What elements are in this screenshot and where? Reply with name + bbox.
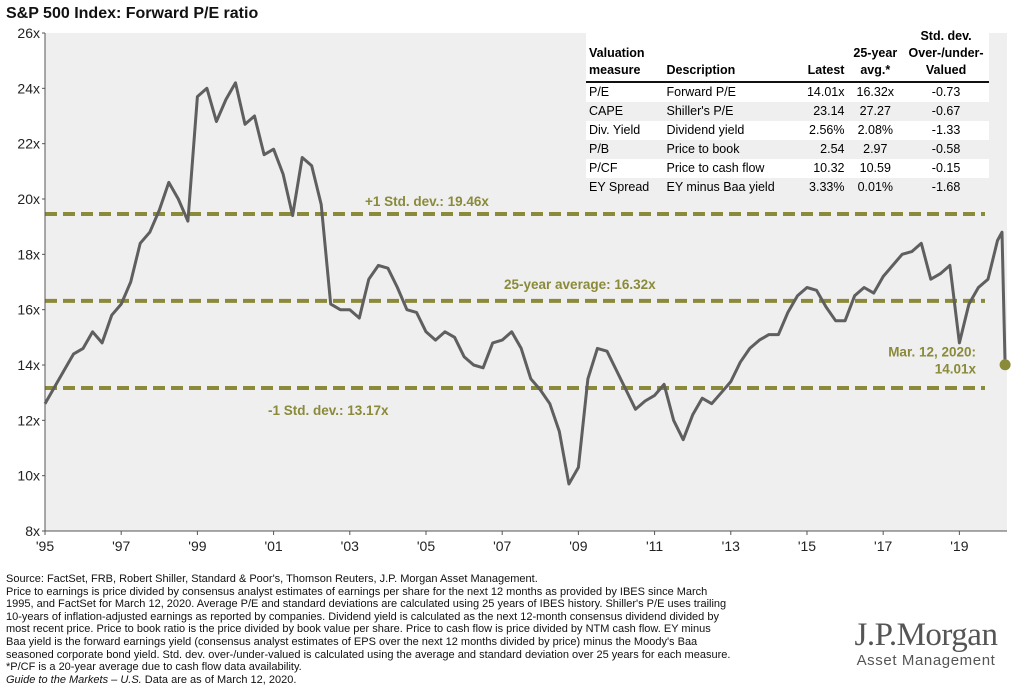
reference-line-label: -1 Std. dev.: 13.17x (268, 403, 389, 418)
table-cell-latest: 23.14 (786, 102, 848, 121)
table-cell-std: -0.58 (903, 140, 989, 159)
y-tick-label: 16x (17, 302, 40, 318)
table-cell-description: Dividend yield (663, 121, 787, 140)
x-tick-label: '11 (646, 538, 663, 554)
table-cell-avg: 10.59 (847, 159, 904, 178)
logo-wordmark: J.P.Morgan (854, 617, 998, 653)
y-tick-label: 20x (17, 191, 40, 207)
jpmorgan-logo: J.P.Morgan Asset Management (846, 618, 1006, 669)
footnotes: Source: FactSet, FRB, Robert Shiller, St… (6, 573, 826, 686)
annotation-value: 14.01x (935, 362, 977, 377)
table-cell-description: Price to cash flow (663, 159, 787, 178)
x-tick-label: '95 (36, 538, 54, 554)
y-tick-label: 22x (17, 136, 40, 152)
y-tick-label: 12x (17, 412, 40, 428)
series-line (43, 81, 1007, 486)
footnote-line: most recent price. Price to book ratio i… (6, 623, 711, 636)
footnote-line: Source: FactSet, FRB, Robert Shiller, St… (6, 573, 538, 585)
x-tick-label: '01 (264, 538, 282, 554)
annotation: Mar. 12, 2020: 14.01x (888, 345, 1011, 377)
reference-line-label: 25-year average: 16.32x (504, 277, 656, 292)
col-header-std: Std. dev. Over-/under- Valued (903, 28, 989, 83)
reference-lines: +1 Std. dev.: 19.46x 25-year average: 16.… (45, 194, 985, 418)
table-cell-measure: CAPE (586, 102, 664, 121)
table-cell-measure: P/CF (586, 159, 664, 178)
table-cell-std: -0.15 (903, 159, 989, 178)
latest-point-marker (999, 359, 1011, 371)
table-row: CAPE Shiller's P/E 23.14 27.27 -0.67 (586, 102, 989, 121)
table-header-row: Valuation measure Description Latest 25-y… (586, 28, 989, 83)
x-tick-label: '97 (112, 538, 130, 554)
x-tick-label: '17 (874, 538, 892, 554)
footnote-line: *P/CF is a 20-year average due to cash f… (6, 661, 302, 674)
axes: 8x 10x 12x 14x 16x 18x 20x 22x 24x 26x '95 '97 '99 '0… (17, 25, 1007, 554)
col-header-avg: 25-year avg.* (847, 28, 904, 83)
table-cell-avg: 27.27 (847, 102, 904, 121)
table-cell-avg: 2.97 (847, 140, 904, 159)
table-cell-avg: 0.01% (847, 178, 904, 197)
table-cell-measure: EY Spread (586, 178, 664, 197)
x-tick-label: '19 (950, 538, 968, 554)
table-cell-measure: Div. Yield (586, 121, 664, 140)
x-tick-label: '03 (341, 538, 359, 554)
chart-title: S&P 500 Index: Forward P/E ratio (6, 5, 259, 22)
reference-line-label: +1 Std. dev.: 19.46x (365, 194, 489, 209)
table-cell-avg: 16.32x (847, 82, 904, 102)
table-cell-latest: 2.56% (786, 121, 848, 140)
table-cell-std: -1.33 (903, 121, 989, 140)
table-cell-description: Forward P/E (663, 82, 787, 102)
table-row: P/CF Price to cash flow 10.32 10.59 -0.15 (586, 159, 989, 178)
x-tick-label: '13 (722, 538, 740, 554)
table-cell-avg: 2.08% (847, 121, 904, 140)
footnote-line: Price to earnings is price divided by co… (6, 585, 708, 598)
y-tick-label: 26x (17, 25, 40, 41)
footnote-line: seasoned corporate bond yield. Std. dev.… (6, 648, 731, 661)
y-tick-label: 8x (25, 523, 40, 539)
y-tick-label: 24x (17, 80, 40, 96)
table-cell-std: -0.73 (903, 82, 989, 102)
table-cell-description: Shiller's P/E (663, 102, 787, 121)
table-cell-std: -0.67 (903, 102, 989, 121)
table-cell-latest: 2.54 (786, 140, 848, 159)
x-tick-label: '15 (798, 538, 816, 554)
logo-subtitle: Asset Management (856, 652, 996, 669)
col-header-measure: Valuation measure (586, 28, 664, 83)
y-tick-label: 14x (17, 357, 40, 373)
col-header-description: Description (663, 28, 787, 83)
table-body: P/E Forward P/E 14.01x 16.32x -0.73 CAPE Shill… (586, 82, 989, 197)
guide-title: Guide to the Markets – U.S. (6, 673, 142, 686)
table-cell-latest: 10.32 (786, 159, 848, 178)
table-row: P/E Forward P/E 14.01x 16.32x -0.73 (586, 82, 989, 102)
table-cell-measure: P/B (586, 140, 664, 159)
footnote-line: Baa yield is the forward earnings yield … (6, 635, 698, 648)
y-tick-label: 10x (17, 468, 40, 484)
guide-line: Guide to the Markets – U.S. Data are as … (6, 674, 826, 687)
col-header-latest: Latest (786, 28, 848, 83)
table-cell-std: -1.68 (903, 178, 989, 197)
x-tick-label: '99 (188, 538, 206, 554)
table-row: Div. Yield Dividend yield 2.56% 2.08% -1.33 (586, 121, 989, 140)
table-row: EY Spread EY minus Baa yield 3.33% 0.01% -1.… (586, 178, 989, 197)
x-tick-label: '09 (569, 538, 587, 554)
x-tick-label: '07 (493, 538, 511, 554)
footnote-line: 10-years of inflation-adjusted earnings … (6, 610, 719, 623)
table-cell-description: EY minus Baa yield (663, 178, 787, 197)
annotation-date: Mar. 12, 2020: (888, 345, 976, 360)
footnote-line: 1995, and FactSet for March 12, 2020. Av… (6, 598, 727, 611)
table-cell-measure: P/E (586, 82, 664, 102)
valuation-table: Valuation measure Description Latest 25-y… (586, 28, 989, 197)
table-row: P/B Price to book 2.54 2.97 -0.58 (586, 140, 989, 159)
y-tick-label: 18x (17, 246, 40, 262)
x-tick-label: '05 (417, 538, 435, 554)
data-date: Data are as of March 12, 2020. (141, 673, 297, 686)
table-cell-latest: 3.33% (786, 178, 848, 197)
table-cell-description: Price to book (663, 140, 787, 159)
forward-pe-line (43, 81, 1007, 486)
table-cell-latest: 14.01x (786, 82, 848, 102)
